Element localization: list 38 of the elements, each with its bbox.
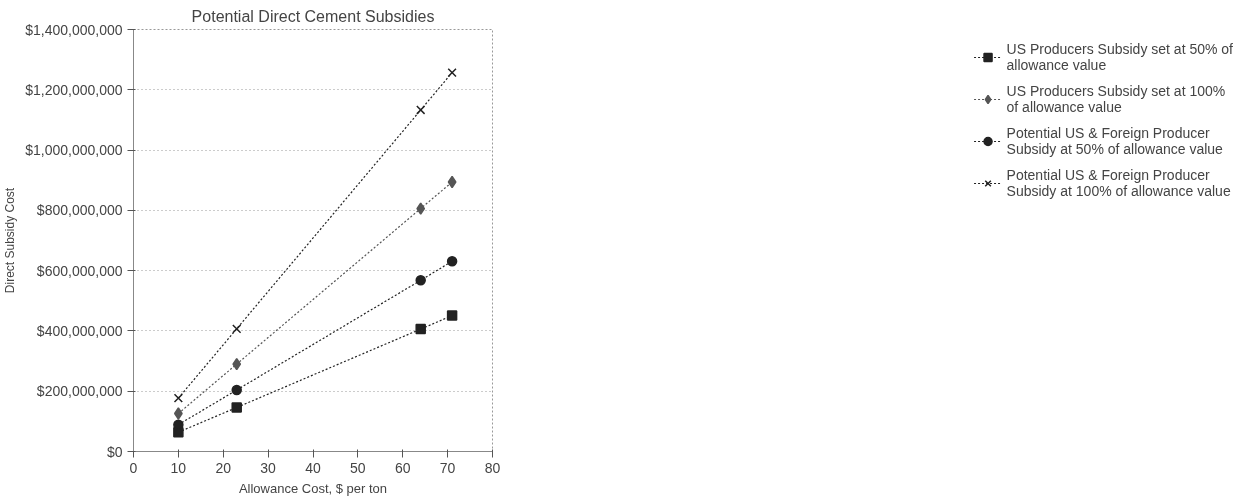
x-axis-title: Allowance Cost, $ per ton — [238, 480, 388, 496]
x-tick-label: 10 — [170, 459, 187, 476]
point — [446, 256, 458, 267]
point — [232, 357, 242, 371]
legend-label: Potential US & Foreign Producer Subsidy at 100% of allowance value — [1006, 166, 1231, 201]
x-tick-label: 0 — [129, 459, 138, 476]
point — [415, 323, 426, 335]
legend-label: US Producers Subsidy set at 100% of allowance value — [1006, 82, 1226, 117]
point — [416, 202, 426, 215]
point — [415, 275, 426, 286]
point — [231, 384, 242, 396]
x-tick-label: 20 — [215, 459, 232, 476]
point — [231, 402, 242, 413]
x-tick-label: 30 — [260, 459, 277, 476]
y-tick-label: $200,000,000 — [36, 383, 123, 400]
y-tick-label: $800,000,000 — [36, 202, 123, 219]
point — [416, 105, 426, 115]
y-tick-label: $600,000,000 — [36, 262, 123, 279]
point — [173, 393, 184, 403]
y-tick-label: $1,400,000,000 — [25, 21, 123, 38]
x-tick-label: 80 — [484, 459, 501, 476]
y-tick-label: $1,000,000,000 — [25, 142, 123, 159]
point — [446, 310, 458, 321]
point — [232, 324, 242, 334]
y-tick-label: $1,200,000,000 — [25, 81, 123, 98]
y-tick-label: $0 — [106, 443, 123, 460]
x-tick-label: 70 — [439, 459, 456, 476]
legend-label: Potential US & Foreign Producer Subsidy at 50% of allowance value — [1006, 124, 1223, 159]
y-axis-title: Direct Subsidy Cost — [3, 187, 18, 294]
legend-label: US Producers Subsidy set at 50% of allowance value — [1006, 40, 1233, 75]
chart-title: Potential Direct Cement Subsidies — [191, 7, 435, 25]
y-tick-label: $400,000,000 — [36, 322, 123, 339]
x-tick-label: 50 — [350, 459, 366, 476]
x-tick-label: 60 — [394, 459, 411, 476]
point — [447, 175, 457, 189]
point — [447, 67, 457, 78]
x-tick-label: 40 — [305, 459, 321, 476]
point — [173, 407, 183, 420]
